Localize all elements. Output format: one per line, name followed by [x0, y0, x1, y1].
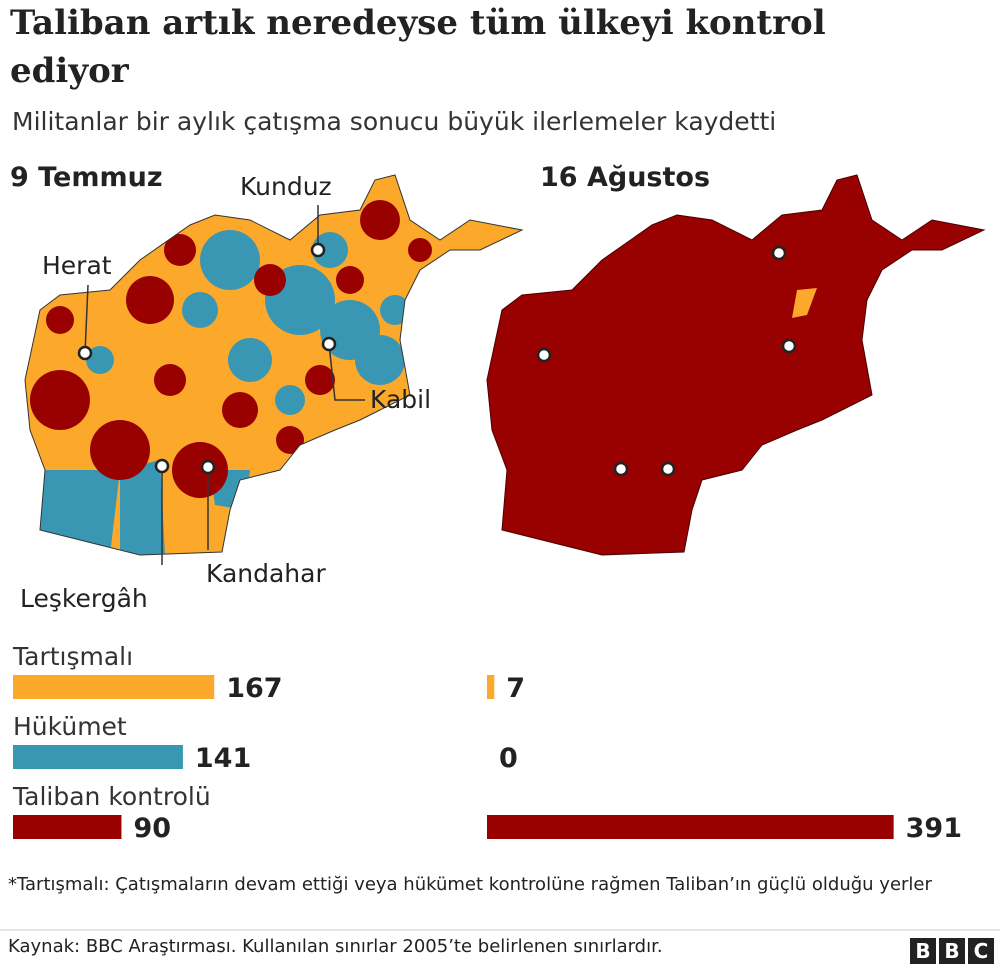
source: Kaynak: BBC Araştırması. Kullanılan sını…	[8, 936, 663, 957]
title-block: Taliban artık neredeyse tüm ülkeyi kontr…	[10, 3, 826, 136]
logo-letter: B	[915, 939, 930, 963]
city-label: Kabil	[370, 385, 431, 414]
subtitle: Militanlar bir aylık çatışma sonucu büyü…	[12, 107, 776, 136]
value-label: 7	[506, 673, 525, 704]
footnote: *Tartışmalı: Çatışmaların devam ettiği v…	[8, 874, 933, 895]
map-right	[486, 174, 985, 556]
value-label: 167	[226, 673, 282, 704]
title-line: ediyor	[10, 51, 130, 91]
bar	[487, 675, 495, 699]
logo-box	[939, 938, 965, 964]
bar	[13, 745, 183, 769]
city-label: Herat	[42, 251, 112, 280]
bar	[13, 675, 215, 699]
map-left: Herat Kunduz Kabil Leşkergâh Kandahar	[20, 172, 523, 613]
value-label: 90	[133, 813, 171, 844]
logo-box	[968, 938, 994, 964]
bar	[487, 815, 894, 839]
value-label: 0	[499, 743, 518, 774]
title-line: Taliban artık neredeyse tüm ülkeyi kontr…	[10, 3, 826, 43]
logo-letter: B	[944, 939, 959, 963]
category-label: Hükümet	[13, 712, 127, 741]
logo-letter: C	[974, 939, 989, 963]
logo-box	[910, 938, 936, 964]
city-label: Leşkergâh	[20, 584, 148, 613]
panel-title: 16 Ağustos	[540, 162, 710, 193]
bar-chart: 9 Temmuz Tartışmalı 167 Hükümet 141 Taliban k…	[10, 162, 962, 844]
panel-title: 9 Temmuz	[10, 162, 163, 193]
city-label: Kunduz	[240, 172, 332, 201]
category-label: Taliban kontrolü	[12, 782, 211, 811]
value-label: 141	[195, 743, 251, 774]
city-label: Kandahar	[206, 559, 326, 588]
bar	[13, 815, 122, 839]
value-label: 391	[906, 813, 962, 844]
category-label: Tartışmalı	[12, 642, 133, 671]
